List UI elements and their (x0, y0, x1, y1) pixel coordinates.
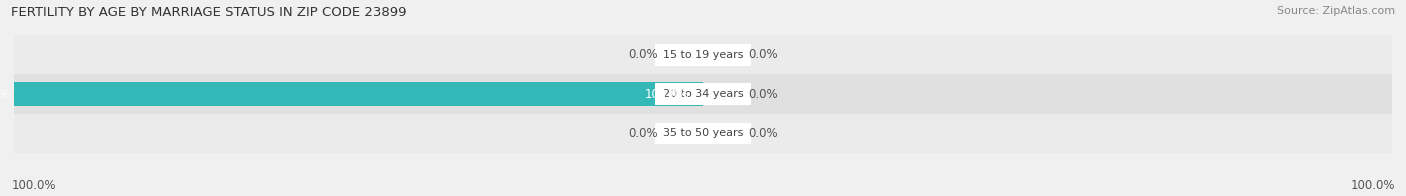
Bar (655, 122, 751, 144)
Text: 0.0%: 0.0% (628, 127, 658, 140)
Text: Source: ZipAtlas.com: Source: ZipAtlas.com (1277, 6, 1395, 16)
Text: 0.0%: 0.0% (748, 127, 778, 140)
Bar (703, 124, 741, 142)
Bar (665, 46, 703, 64)
Bar (14, 82, 703, 106)
Text: 100.0%: 100.0% (0, 88, 11, 101)
Bar (655, 83, 751, 105)
Text: FERTILITY BY AGE BY MARRIAGE STATUS IN ZIP CODE 23899: FERTILITY BY AGE BY MARRIAGE STATUS IN Z… (11, 6, 406, 19)
Bar (703, 46, 741, 64)
Bar (665, 124, 703, 142)
Text: 100.0%: 100.0% (11, 179, 56, 192)
Bar (14, 74, 1392, 114)
Bar (703, 85, 741, 103)
Text: 20 to 34 years: 20 to 34 years (662, 89, 744, 99)
Bar (655, 44, 751, 66)
Bar (14, 35, 1392, 74)
Text: 15 to 19 years: 15 to 19 years (662, 50, 744, 60)
Text: 0.0%: 0.0% (628, 48, 658, 61)
Bar (14, 114, 1392, 153)
Text: 100.0%: 100.0% (645, 88, 689, 101)
Text: 0.0%: 0.0% (748, 88, 778, 101)
Text: 100.0%: 100.0% (1350, 179, 1395, 192)
Text: 35 to 50 years: 35 to 50 years (662, 128, 744, 138)
Text: 0.0%: 0.0% (748, 48, 778, 61)
Bar (665, 85, 703, 103)
